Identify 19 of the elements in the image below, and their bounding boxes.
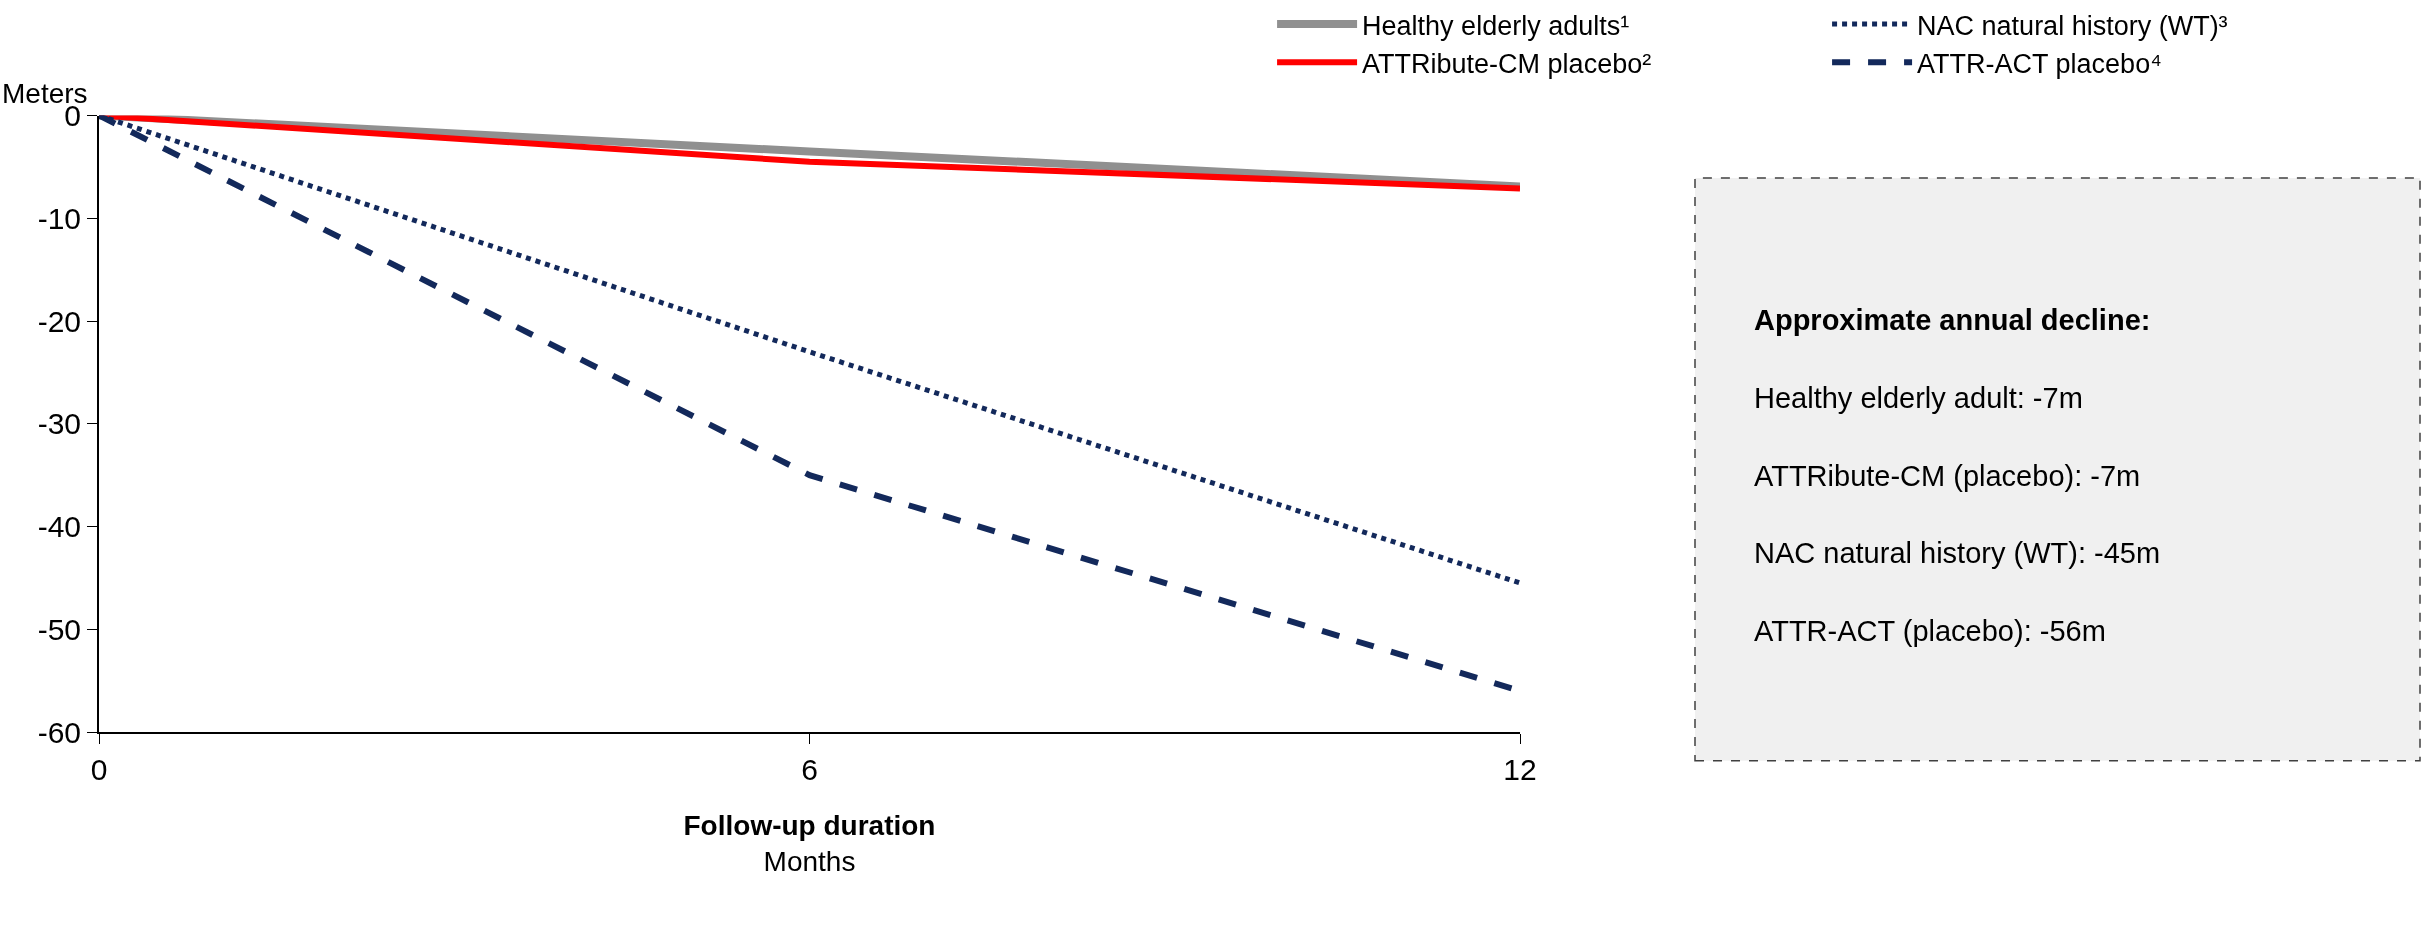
legend-label: Healthy elderly adults¹ [1362, 10, 1630, 41]
x-tick-label: 0 [90, 753, 108, 786]
text: Approximate annual decline: [1754, 304, 2151, 336]
x-tick-label: 6 [801, 753, 818, 786]
y-tick-label: -50 [37, 612, 81, 646]
text: NAC natural history (WT): -45m [1754, 537, 2161, 569]
y-tick-label: -60 [37, 715, 81, 749]
x-tick-label: 12 [1503, 753, 1537, 786]
text: ATTR-ACT (placebo): -56m [1754, 615, 2106, 647]
y-tick-label: -30 [37, 407, 81, 441]
y-tick-label: -10 [37, 201, 81, 235]
text: Healthy elderly adult: -7m [1754, 382, 2083, 414]
legend-label: NAC natural history (WT)³ [1917, 10, 2228, 41]
y-tick-label: -40 [37, 510, 81, 543]
y-tick-label: -20 [37, 304, 81, 338]
legend-label: ATTR-ACT placebo⁴ [1917, 48, 2162, 79]
legend-label: ATTRibute-CM placebo² [1362, 48, 1652, 79]
x-axis-title: Follow-up duration Months [683, 809, 936, 877]
text: ATTRibute-CM (placebo): -7m [1754, 460, 2141, 492]
